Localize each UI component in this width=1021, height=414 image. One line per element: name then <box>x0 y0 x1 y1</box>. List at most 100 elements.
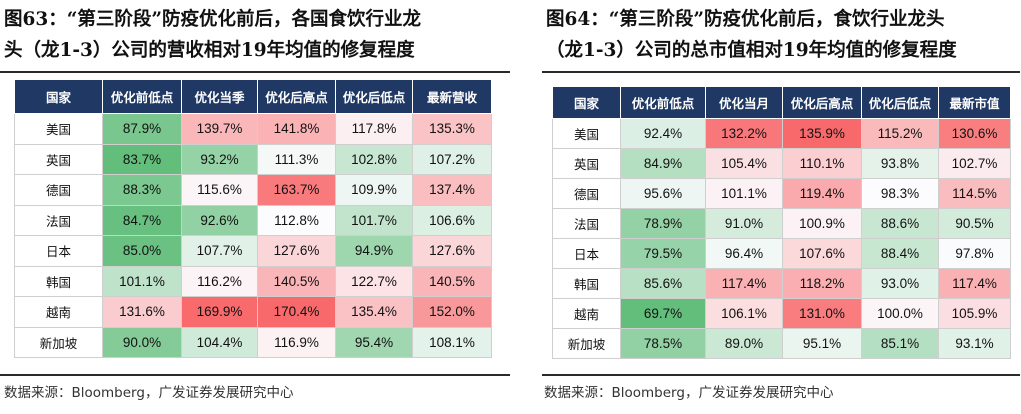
right-table-container: 国家 优化前低点 优化当月 优化后高点 优化后低点 最新市值 美国 92.4% … <box>552 86 1011 359</box>
left-col-post-low: 优化后低点 <box>335 79 413 114</box>
left-bottom-rule <box>0 374 510 376</box>
value-cell: 85.6% <box>620 268 706 299</box>
value-cell: 85.0% <box>102 235 182 267</box>
value-cell: 127.6% <box>257 235 336 267</box>
table-row: 越南 131.6% 169.9% 170.4% 135.4% 152.0% <box>14 296 492 328</box>
value-cell: 106.1% <box>705 298 783 329</box>
right-col-country: 国家 <box>552 86 621 119</box>
value-cell: 170.4% <box>257 296 336 328</box>
right-figure-panel: 图64：“第三阶段”防疫优化前后，食饮行业龙头 （龙1-3）公司的总市值相对19… <box>542 0 1021 401</box>
value-cell: 89.0% <box>705 328 783 359</box>
value-cell: 88.6% <box>861 208 939 239</box>
value-cell: 104.4% <box>181 326 258 358</box>
value-cell: 108.1% <box>412 326 492 358</box>
value-cell: 93.0% <box>861 268 939 299</box>
value-cell: 105.9% <box>938 298 1011 329</box>
table-row: 德国 95.6% 101.1% 119.4% 98.3% 114.5% <box>552 178 1011 209</box>
value-cell: 83.7% <box>102 143 182 175</box>
country-cell: 德国 <box>14 174 103 206</box>
value-cell: 137.4% <box>412 174 492 206</box>
value-cell: 90.5% <box>938 208 1011 239</box>
left-col-current-quarter: 优化当季 <box>181 79 258 114</box>
value-cell: 119.4% <box>782 178 862 209</box>
value-cell: 92.6% <box>181 204 258 236</box>
value-cell: 114.5% <box>938 178 1011 209</box>
table-row: 日本 85.0% 107.7% 127.6% 94.9% 127.6% <box>14 235 492 267</box>
value-cell: 95.1% <box>782 328 862 359</box>
right-col-post-low: 优化后低点 <box>861 86 939 119</box>
value-cell: 100.9% <box>782 208 862 239</box>
left-figure-title: 图63：“第三阶段”防疫优化前后，各国食饮行业龙 头（龙1-3）公司的营收相对1… <box>4 4 510 66</box>
country-cell: 美国 <box>552 118 621 149</box>
value-cell: 131.0% <box>782 298 862 329</box>
value-cell: 141.8% <box>257 113 336 145</box>
value-cell: 97.8% <box>938 238 1011 269</box>
value-cell: 152.0% <box>412 296 492 328</box>
table-row: 韩国 85.6% 117.4% 118.2% 93.0% 117.4% <box>552 268 1011 299</box>
table-row: 英国 84.9% 105.4% 110.1% 93.8% 102.7% <box>552 148 1011 179</box>
value-cell: 122.7% <box>335 265 413 297</box>
value-cell: 117.4% <box>705 268 783 299</box>
left-top-rule <box>0 71 510 73</box>
value-cell: 109.9% <box>335 174 413 206</box>
country-cell: 德国 <box>552 178 621 209</box>
value-cell: 135.9% <box>782 118 862 149</box>
value-cell: 84.9% <box>620 148 706 179</box>
value-cell: 101.1% <box>102 265 182 297</box>
value-cell: 132.2% <box>705 118 783 149</box>
value-cell: 107.2% <box>412 143 492 175</box>
value-cell: 69.7% <box>620 298 706 329</box>
value-cell: 118.2% <box>782 268 862 299</box>
right-col-post-high: 优化后高点 <box>782 86 862 119</box>
value-cell: 101.1% <box>705 178 783 209</box>
table-row: 韩国 101.1% 116.2% 140.5% 122.7% 140.5% <box>14 265 492 297</box>
value-cell: 115.6% <box>181 174 258 206</box>
value-cell: 95.4% <box>335 326 413 358</box>
value-cell: 131.6% <box>102 296 182 328</box>
value-cell: 140.5% <box>257 265 336 297</box>
country-cell: 新加坡 <box>552 328 621 359</box>
value-cell: 91.0% <box>705 208 783 239</box>
country-cell: 英国 <box>552 148 621 179</box>
left-col-pre-low: 优化前低点 <box>102 79 182 114</box>
country-cell: 韩国 <box>14 265 103 297</box>
right-col-current-month: 优化当月 <box>705 86 783 119</box>
table-row: 德国 88.3% 115.6% 163.7% 109.9% 137.4% <box>14 174 492 206</box>
value-cell: 94.9% <box>335 235 413 267</box>
left-col-latest-revenue: 最新营收 <box>412 79 492 114</box>
value-cell: 93.8% <box>861 148 939 179</box>
value-cell: 78.5% <box>620 328 706 359</box>
right-top-rule <box>542 71 1020 73</box>
value-cell: 106.6% <box>412 204 492 236</box>
left-title-line-1: 图63：“第三阶段”防疫优化前后，各国食饮行业龙 <box>4 9 422 30</box>
country-cell: 日本 <box>552 238 621 269</box>
value-cell: 100.0% <box>861 298 939 329</box>
left-table-body: 美国 87.9% 139.7% 141.8% 117.8% 135.3% 英国 … <box>14 113 492 358</box>
left-source-note: 数据来源：Bloomberg，广发证券发展研究中心 <box>4 385 294 401</box>
value-cell: 93.1% <box>938 328 1011 359</box>
right-figure-title: 图64：“第三阶段”防疫优化前后，食饮行业龙头 （龙1-3）公司的总市值相对19… <box>546 4 1021 66</box>
left-table-container: 国家 优化前低点 优化当季 优化后高点 优化后低点 最新营收 美国 87.9% … <box>14 79 492 358</box>
country-cell: 法国 <box>14 204 103 236</box>
right-col-pre-low: 优化前低点 <box>620 86 706 119</box>
country-cell: 韩国 <box>552 268 621 299</box>
right-title-line-2: （龙1-3）公司的总市值相对19年均值的修复程度 <box>546 40 957 61</box>
value-cell: 98.3% <box>861 178 939 209</box>
value-cell: 139.7% <box>181 113 258 145</box>
table-row: 美国 92.4% 132.2% 135.9% 115.2% 130.6% <box>552 118 1011 149</box>
left-title-line-2: 头（龙1-3）公司的营收相对19年均值的修复程度 <box>4 40 415 61</box>
value-cell: 127.6% <box>412 235 492 267</box>
right-source-note: 数据来源：Bloomberg，广发证券发展研究中心 <box>544 385 834 401</box>
value-cell: 85.1% <box>861 328 939 359</box>
value-cell: 110.1% <box>782 148 862 179</box>
right-col-latest-market-cap: 最新市值 <box>938 86 1011 119</box>
value-cell: 135.4% <box>335 296 413 328</box>
value-cell: 140.5% <box>412 265 492 297</box>
value-cell: 88.3% <box>102 174 182 206</box>
value-cell: 90.0% <box>102 326 182 358</box>
value-cell: 92.4% <box>620 118 706 149</box>
left-revenue-recovery-table: 国家 优化前低点 优化当季 优化后高点 优化后低点 最新营收 美国 87.9% … <box>14 79 492 358</box>
right-table-body: 美国 92.4% 132.2% 135.9% 115.2% 130.6% 英国 … <box>552 118 1011 359</box>
value-cell: 93.2% <box>181 143 258 175</box>
value-cell: 107.6% <box>782 238 862 269</box>
